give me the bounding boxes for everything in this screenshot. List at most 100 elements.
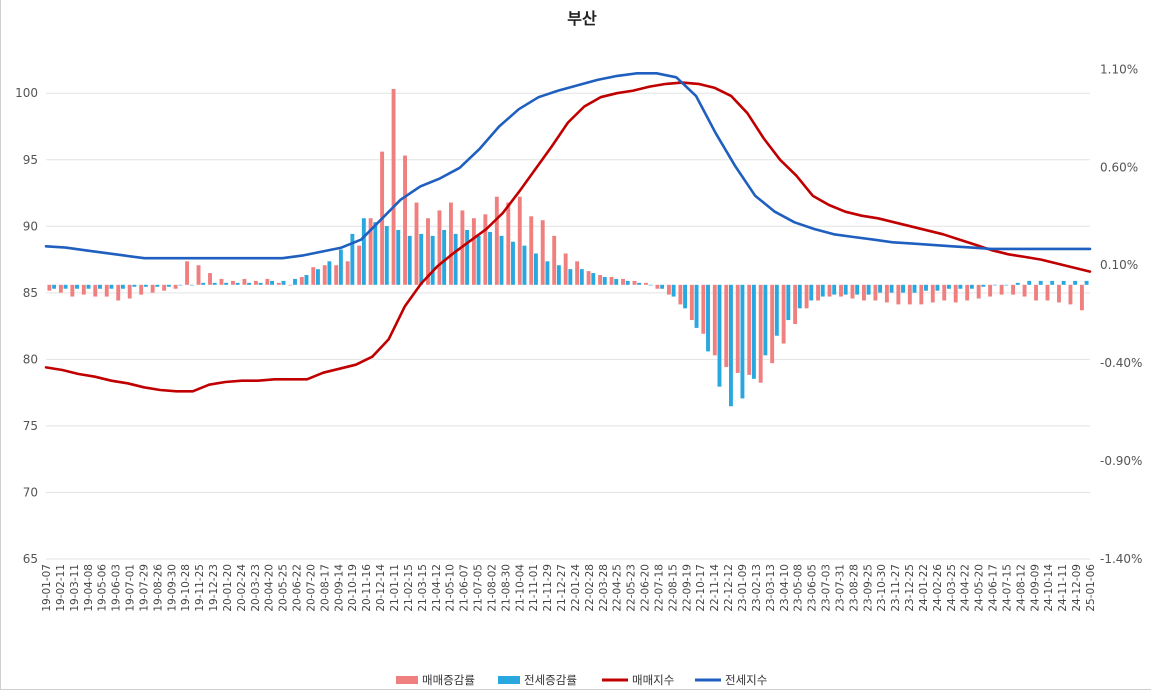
bar-jeonse-rate: [281, 280, 286, 285]
bar-sale-rate: [540, 220, 545, 285]
x-tick-label: 22-04-25: [612, 564, 624, 612]
bar-jeonse-rate: [602, 276, 607, 285]
bar-jeonse-rate: [465, 229, 470, 285]
bar-sale-rate: [678, 284, 683, 305]
left-tick-label: 95: [23, 153, 38, 167]
bar-jeonse-rate: [212, 282, 217, 285]
bar-jeonse-rate: [579, 269, 584, 285]
x-tick-label: 20-07-20: [306, 564, 318, 612]
bar-jeonse-rate: [52, 284, 57, 289]
bar-sale-rate: [793, 284, 798, 324]
x-tick-label: 20-12-14: [375, 564, 387, 612]
x-tick-label: 19-05-06: [97, 564, 109, 612]
left-tick-label: 90: [23, 219, 38, 233]
bar-jeonse-rate: [740, 284, 745, 399]
x-tick-label: 24-08-12: [1015, 564, 1027, 612]
x-tick-label: 25-01-06: [1085, 564, 1097, 612]
bar-jeonse-rate: [178, 284, 183, 286]
bar-jeonse-rate: [132, 284, 137, 287]
x-tick-label: 19-11-25: [194, 564, 206, 612]
bar-sale-rate: [575, 261, 580, 285]
bar-sale-rate: [437, 210, 442, 285]
x-tick-label: 20-09-14: [333, 564, 345, 612]
bar-jeonse-rate: [671, 284, 676, 297]
bar-sale-rate: [506, 202, 511, 285]
x-tick-label: 19-07-01: [125, 564, 137, 612]
x-tick-label: 19-12-23: [208, 564, 220, 612]
bar-jeonse-rate: [878, 284, 883, 293]
bar-sale-rate: [861, 284, 866, 301]
legend: 매매증감률 전세증감률 매매지수 전세지수: [396, 673, 767, 687]
bar-sale-rate: [357, 245, 362, 285]
bar-sale-rate: [1057, 284, 1061, 303]
bar-sale-rate: [414, 202, 419, 285]
bar-jeonse-rate: [442, 229, 447, 285]
bar-jeonse-rate: [120, 284, 125, 289]
bar-sale-rate: [345, 261, 350, 285]
bar-sale-rate: [58, 284, 63, 293]
bar-jeonse-rate: [763, 284, 768, 356]
bar-jeonse-rate: [304, 275, 309, 285]
legend-label: 매매증감률: [422, 673, 475, 687]
bar-jeonse-rate: [430, 235, 435, 285]
bar-sale-rate: [552, 235, 557, 285]
bar-sale-rate: [953, 284, 958, 303]
x-tick-label: 21-08-02: [486, 564, 498, 612]
x-tick-label: 22-11-14: [709, 564, 721, 612]
bar-sale-rate: [70, 284, 75, 297]
legend-swatch: [396, 676, 418, 684]
bar-sale-rate: [483, 214, 488, 285]
x-tick-label: 24-01-22: [918, 564, 930, 612]
x-tick-label: 22-05-23: [626, 564, 638, 612]
bar-sale-rate: [712, 284, 717, 356]
bar-sale-rate: [391, 88, 396, 285]
x-tick-label: 20-04-20: [264, 564, 276, 612]
bar-jeonse-rate: [407, 235, 412, 285]
bar-jeonse-rate: [683, 284, 688, 309]
bar-jeonse-rate: [1084, 280, 1089, 285]
bar-sale-rate: [288, 284, 293, 286]
x-tick-label: 22-02-28: [584, 564, 596, 612]
x-tick-label: 21-05-10: [445, 564, 457, 612]
x-tick-label: 20-02-24: [236, 564, 248, 612]
bar-sale-rate: [368, 218, 373, 285]
right-tick-label: 0.10%: [1100, 258, 1138, 272]
bar-jeonse-rate: [912, 284, 917, 293]
bar-jeonse-rate: [591, 273, 596, 285]
bar-sale-rate: [644, 282, 648, 285]
bar-jeonse-rate: [751, 284, 756, 379]
bar-jeonse-rate: [901, 284, 905, 293]
bar-sale-rate: [1022, 284, 1027, 297]
bar-sale-rate: [93, 284, 98, 297]
bar-jeonse-rate: [98, 284, 102, 289]
bar-sale-rate: [219, 278, 224, 285]
bar-jeonse-rate: [614, 278, 619, 285]
bar-sale-rate: [609, 276, 614, 285]
bar-jeonse-rate: [729, 284, 733, 407]
bar-sale-rate: [322, 265, 327, 285]
x-tick-label: 19-01-07: [41, 564, 53, 612]
right-tick-label: 0.60%: [1100, 160, 1138, 174]
x-tick-label: 24-04-22: [960, 564, 972, 612]
bar-jeonse-rate: [568, 269, 573, 285]
x-tick-label: 21-01-11: [389, 564, 401, 612]
bar-sale-rate: [471, 218, 476, 285]
bar-jeonse-rate: [660, 284, 665, 289]
bar-jeonse-rate: [832, 284, 837, 295]
bar-jeonse-rate: [1050, 280, 1055, 285]
bar-jeonse-rate: [1038, 280, 1043, 285]
bar-sale-rate: [827, 284, 832, 297]
bar-jeonse-rate: [809, 284, 814, 301]
bar-sale-rate: [242, 278, 247, 285]
gridlines: [46, 92, 1090, 560]
bar-sale-rate: [896, 284, 901, 305]
bar-sale-rate: [930, 284, 935, 303]
bar-sale-rate: [150, 284, 155, 293]
bar-jeonse-rate: [235, 282, 240, 285]
x-tick-label: 23-06-05: [807, 564, 819, 612]
bar-jeonse-rate: [935, 284, 940, 291]
legend-swatch: [498, 676, 520, 684]
x-tick-label: 22-12-12: [723, 564, 735, 612]
bar-jeonse-rate: [384, 226, 389, 285]
bar-sale-rate: [208, 273, 212, 285]
